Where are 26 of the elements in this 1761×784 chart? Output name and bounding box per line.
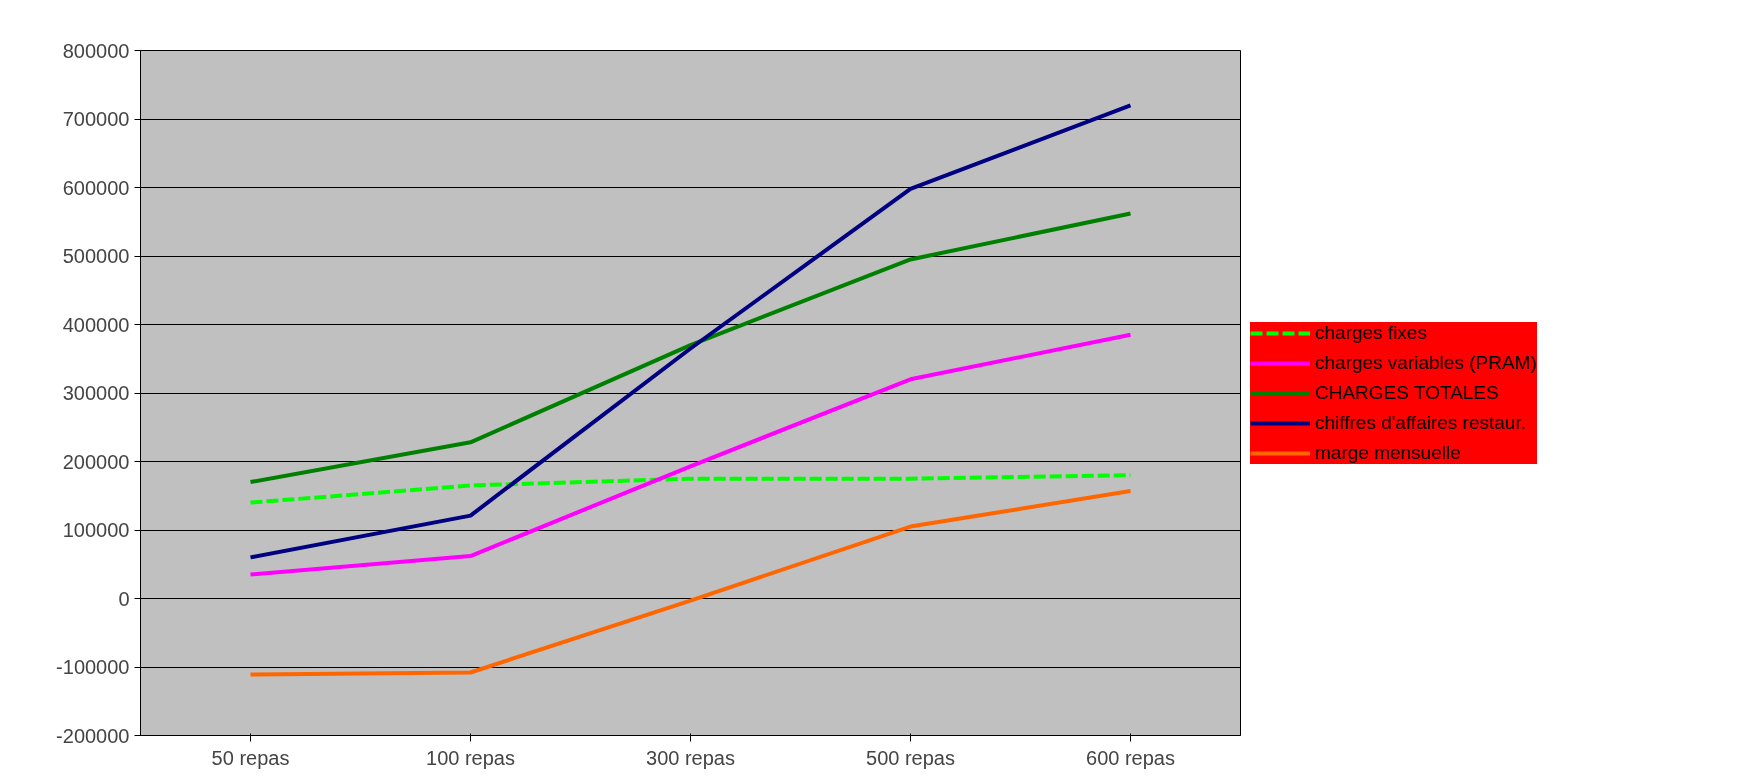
x-tick-label: 50 repas <box>211 746 290 769</box>
line-series <box>248 488 1133 677</box>
y-tick-label: 600000 <box>62 176 130 199</box>
x-tick-label: 100 repas <box>426 746 515 769</box>
legend-label: marge mensuelle <box>1315 441 1461 464</box>
y-tick-label: 200000 <box>62 450 130 473</box>
y-tick-label: 100000 <box>62 519 130 541</box>
x-tick-label: 300 repas <box>646 746 735 769</box>
x-tick-label: 500 repas <box>866 746 955 769</box>
line-series <box>248 211 1133 485</box>
line-series <box>248 332 1133 577</box>
y-tick-label: 700000 <box>62 108 130 130</box>
legend-label: charges variables (PRAM) <box>1315 351 1537 374</box>
y-tick-label: 0 <box>118 587 130 610</box>
y-tick-label: 800000 <box>62 39 130 62</box>
line-series <box>248 473 1133 505</box>
y-tick-label: -200000 <box>56 724 130 747</box>
x-tick-label: 600 repas <box>1086 746 1175 769</box>
y-tick-label: 500000 <box>62 245 130 267</box>
y-tick-label: 400000 <box>62 313 130 336</box>
y-tick-label: 300000 <box>62 382 130 404</box>
line-series <box>248 103 1133 560</box>
legend-label: CHARGES TOTALES <box>1315 381 1499 404</box>
legend-label: chiffres d'affaires restaur. <box>1315 411 1526 434</box>
legend-label: charges fixes <box>1315 321 1427 344</box>
y-tick-label: -100000 <box>56 656 130 678</box>
